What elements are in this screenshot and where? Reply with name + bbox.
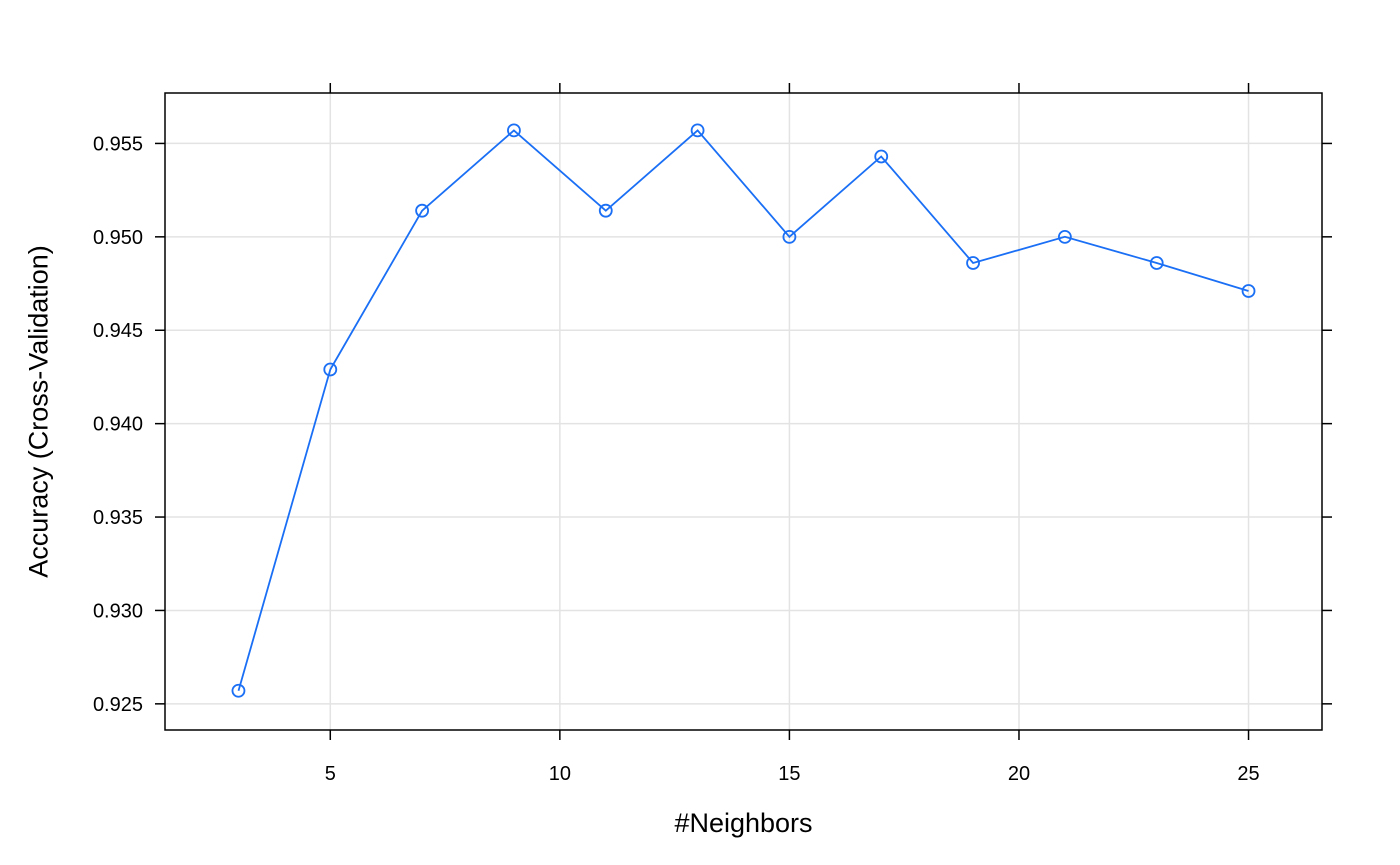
x-tick-label: 5 xyxy=(325,763,336,785)
x-axis-title: #Neighbors xyxy=(674,808,812,838)
series-line xyxy=(237,129,1249,692)
plot-frame xyxy=(164,92,1323,731)
data-point xyxy=(1149,256,1164,270)
x-tick-label: 25 xyxy=(1237,763,1259,785)
y-tick-label: 0.935 xyxy=(93,507,143,529)
data-point xyxy=(507,123,521,138)
x-tick-label: 10 xyxy=(549,763,571,785)
y-tick-label: 0.955 xyxy=(93,133,143,155)
data-point xyxy=(323,362,338,377)
series-layer xyxy=(231,123,1256,698)
data-point xyxy=(415,203,430,218)
data-point xyxy=(966,256,980,270)
y-tick-label: 0.950 xyxy=(93,227,143,249)
y-tick-label: 0.925 xyxy=(93,694,143,716)
tick-labels: 5 10 15 20 25 0.925 0.930 0.935 0.940 0.945 0.950 0… xyxy=(93,133,1260,785)
x-tick-label: 15 xyxy=(778,763,800,785)
data-point xyxy=(231,683,246,698)
y-tick-label: 0.945 xyxy=(93,320,143,342)
data-point xyxy=(782,229,797,244)
data-point xyxy=(874,149,889,164)
grid-lines xyxy=(165,93,1322,730)
data-point xyxy=(1241,284,1256,298)
y-axis-title: Accuracy (Cross-Validation) xyxy=(23,245,53,578)
y-tick-label: 0.940 xyxy=(93,414,143,436)
data-point xyxy=(690,123,705,138)
data-point xyxy=(1057,229,1072,244)
data-point xyxy=(598,203,613,218)
y-tick-label: 0.930 xyxy=(93,600,143,622)
axis-ticks xyxy=(155,83,1332,740)
x-tick-label: 20 xyxy=(1008,763,1030,785)
